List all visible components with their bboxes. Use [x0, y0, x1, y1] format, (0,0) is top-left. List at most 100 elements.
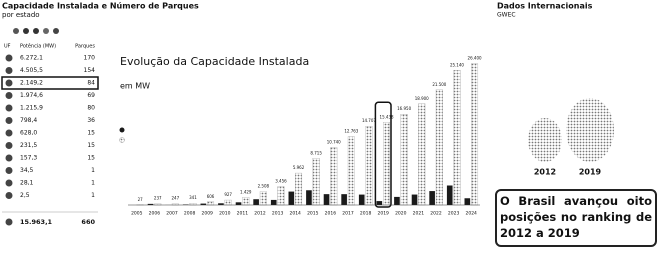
row-highlight [2, 77, 98, 89]
year-label: 2012 [534, 168, 556, 177]
bar-cumulative [242, 197, 249, 205]
value-label: 927 [224, 192, 232, 197]
value-label: 237 [154, 196, 162, 201]
value-label: 14.707 [362, 118, 376, 123]
x-tick-label: 2005 [131, 211, 143, 217]
x-tick-label: 2016 [325, 211, 337, 217]
bar-annual [359, 195, 365, 205]
power: 231,5 [20, 142, 37, 149]
states-subtitle: por estado [2, 11, 40, 19]
bar-cumulative [278, 186, 285, 205]
bar-cumulative [330, 147, 337, 205]
value-label: 10.740 [327, 139, 341, 144]
column-header: Potência (MW) [20, 43, 56, 50]
bar-cumulative [366, 126, 373, 205]
value-label: 8.715 [310, 150, 322, 155]
year-label: 2019 [579, 168, 602, 177]
bar-cumulative [260, 192, 267, 205]
state-icon [6, 192, 13, 199]
power: 798,4 [20, 117, 37, 124]
parks: 15 [87, 155, 95, 162]
bar-annual [465, 198, 471, 205]
power: 4.505,5 [20, 67, 43, 74]
bar-cumulative [418, 104, 425, 205]
legend-marker [120, 138, 125, 143]
parks: 36 [87, 117, 95, 124]
bar-cumulative [313, 158, 320, 205]
bar-cumulative [207, 202, 214, 205]
state-icon [6, 117, 13, 124]
x-tick-label: 2010 [219, 211, 231, 217]
bar-cumulative [190, 203, 197, 205]
infographic: Capacidade Instalada e Número de Parques… [0, 0, 659, 251]
parks: 69 [87, 92, 95, 99]
bar-annual [341, 194, 347, 205]
parks: 15 [87, 130, 95, 137]
state-icon [6, 180, 13, 187]
x-tick-label: 2008 [184, 211, 196, 217]
state-icon [6, 219, 13, 226]
x-tick-label: 2015 [307, 211, 319, 217]
x-tick-label: 2013 [272, 211, 284, 217]
value-label: 16.950 [397, 106, 411, 111]
power: 157,3 [20, 155, 37, 162]
x-tick-label: 2011 [237, 211, 249, 217]
value-label: 1.429 [240, 189, 252, 194]
parks: 1 [91, 167, 95, 174]
bar-annual [324, 194, 330, 205]
value-label: 25.140 [450, 62, 464, 67]
bar-cumulative [295, 173, 302, 205]
value-label: 341 [189, 195, 197, 200]
callout: O Brasil avançou oito posições no rankin… [500, 193, 652, 245]
bar-annual [236, 202, 242, 205]
icons [13, 28, 59, 34]
total-power: 15.963,1 [20, 218, 53, 226]
power: 1.974,6 [20, 92, 43, 99]
state-icon [6, 142, 13, 149]
bar-annual [218, 203, 224, 205]
map-dots [528, 98, 614, 162]
state-icon [6, 92, 13, 99]
bar-annual [289, 192, 295, 205]
states-title: Capacidade Instalada e Número de Parques [2, 2, 199, 11]
x-tick-label: 2014 [289, 211, 301, 217]
x-tick-label: 2007 [166, 211, 178, 217]
x-tick-label: 2023 [448, 211, 460, 217]
value-label: 3.456 [275, 178, 287, 183]
x-tick-label: 2020 [395, 211, 407, 217]
power: 28,1 [20, 180, 34, 187]
bar-annual [429, 191, 435, 205]
state-icon [6, 130, 13, 137]
parks: 84 [87, 80, 95, 87]
x-tick-label: 2012 [254, 211, 266, 217]
bar-cumulative [401, 114, 408, 205]
parks: 1 [91, 192, 95, 199]
value-label: 26.400 [468, 56, 482, 61]
value-label: 247 [172, 196, 180, 201]
power: 2,5 [20, 192, 30, 199]
x-tick-label: 2009 [201, 211, 213, 217]
bar-cumulative [225, 200, 232, 205]
column-header: Parques [75, 44, 95, 50]
chart-title: Evolução da Capacidade Instalada [120, 55, 309, 68]
value-label: 27 [138, 197, 144, 202]
parks: 170 [84, 55, 96, 62]
bar-annual [271, 200, 277, 205]
state-icon [6, 155, 13, 162]
bar-cumulative [436, 90, 443, 205]
state-icon [6, 167, 13, 174]
bar-annual [394, 197, 400, 205]
bar-annual [253, 199, 259, 205]
bar-cumulative [348, 137, 355, 205]
bar-annual [377, 201, 383, 205]
parks: 15 [87, 142, 95, 149]
legend-marker [120, 128, 125, 133]
value-label: 5.962 [293, 165, 305, 170]
state-icon [6, 80, 13, 87]
state-icon [6, 55, 13, 62]
value-label: 15.438 [380, 114, 394, 119]
value-label: 21.500 [432, 82, 446, 87]
intl-source: GWEC [497, 12, 516, 19]
x-tick-label: 2024 [465, 211, 477, 217]
power: 34,5 [20, 167, 34, 174]
